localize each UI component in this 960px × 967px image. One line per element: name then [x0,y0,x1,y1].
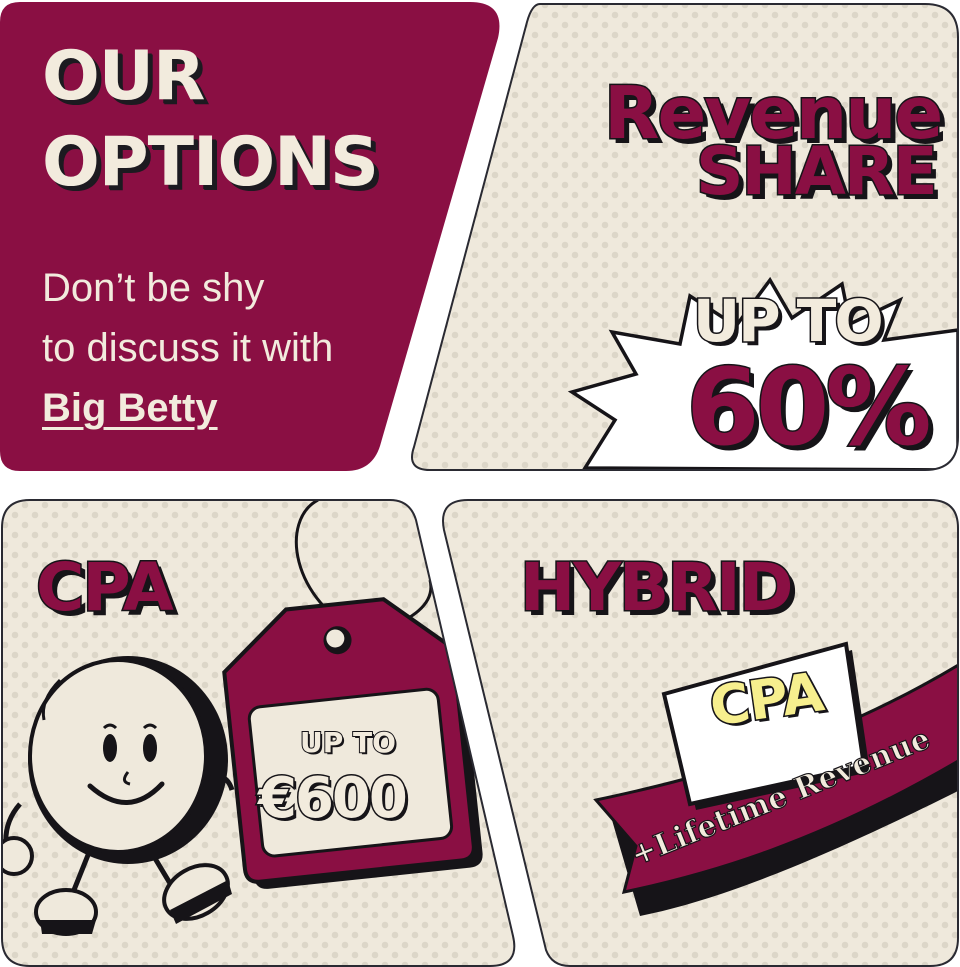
title-line-1: OUR [42,37,205,116]
title-line-2: OPTIONS [42,123,379,202]
cpa-tag-prefix: UP TO [299,725,397,760]
subtitle-line-2: to discuss it with [42,326,334,370]
section-subtitle: Don’t be shy to discuss it with Big Bett… [42,258,333,438]
subtitle-line-1: Don’t be shy [42,266,265,310]
hybrid-title: HYBRID [519,548,795,628]
price-tag-icon [222,597,483,889]
revenue-share-value: 60% [685,346,934,469]
cpa-badge [661,641,870,810]
cpa-panel [1,499,516,967]
revenue-share-title-line-1: Revenue [602,70,944,157]
intro-panel [0,2,500,471]
comic-burst-icon [567,276,958,470]
section-title: OUR OPTIONS [42,34,379,206]
revenue-share-title-line-2: SHARE [695,132,940,212]
cpa-tag-value: €600 [257,765,410,833]
revenue-share-panel [411,3,959,471]
revenue-share-prefix: UP TO [692,286,886,357]
big-betty-link[interactable]: Big Betty [42,386,218,430]
coin-mascot-icon [2,656,235,936]
hybrid-panel: +Lifetime Revenue [442,499,959,967]
cpa-title: CPA [35,548,176,628]
